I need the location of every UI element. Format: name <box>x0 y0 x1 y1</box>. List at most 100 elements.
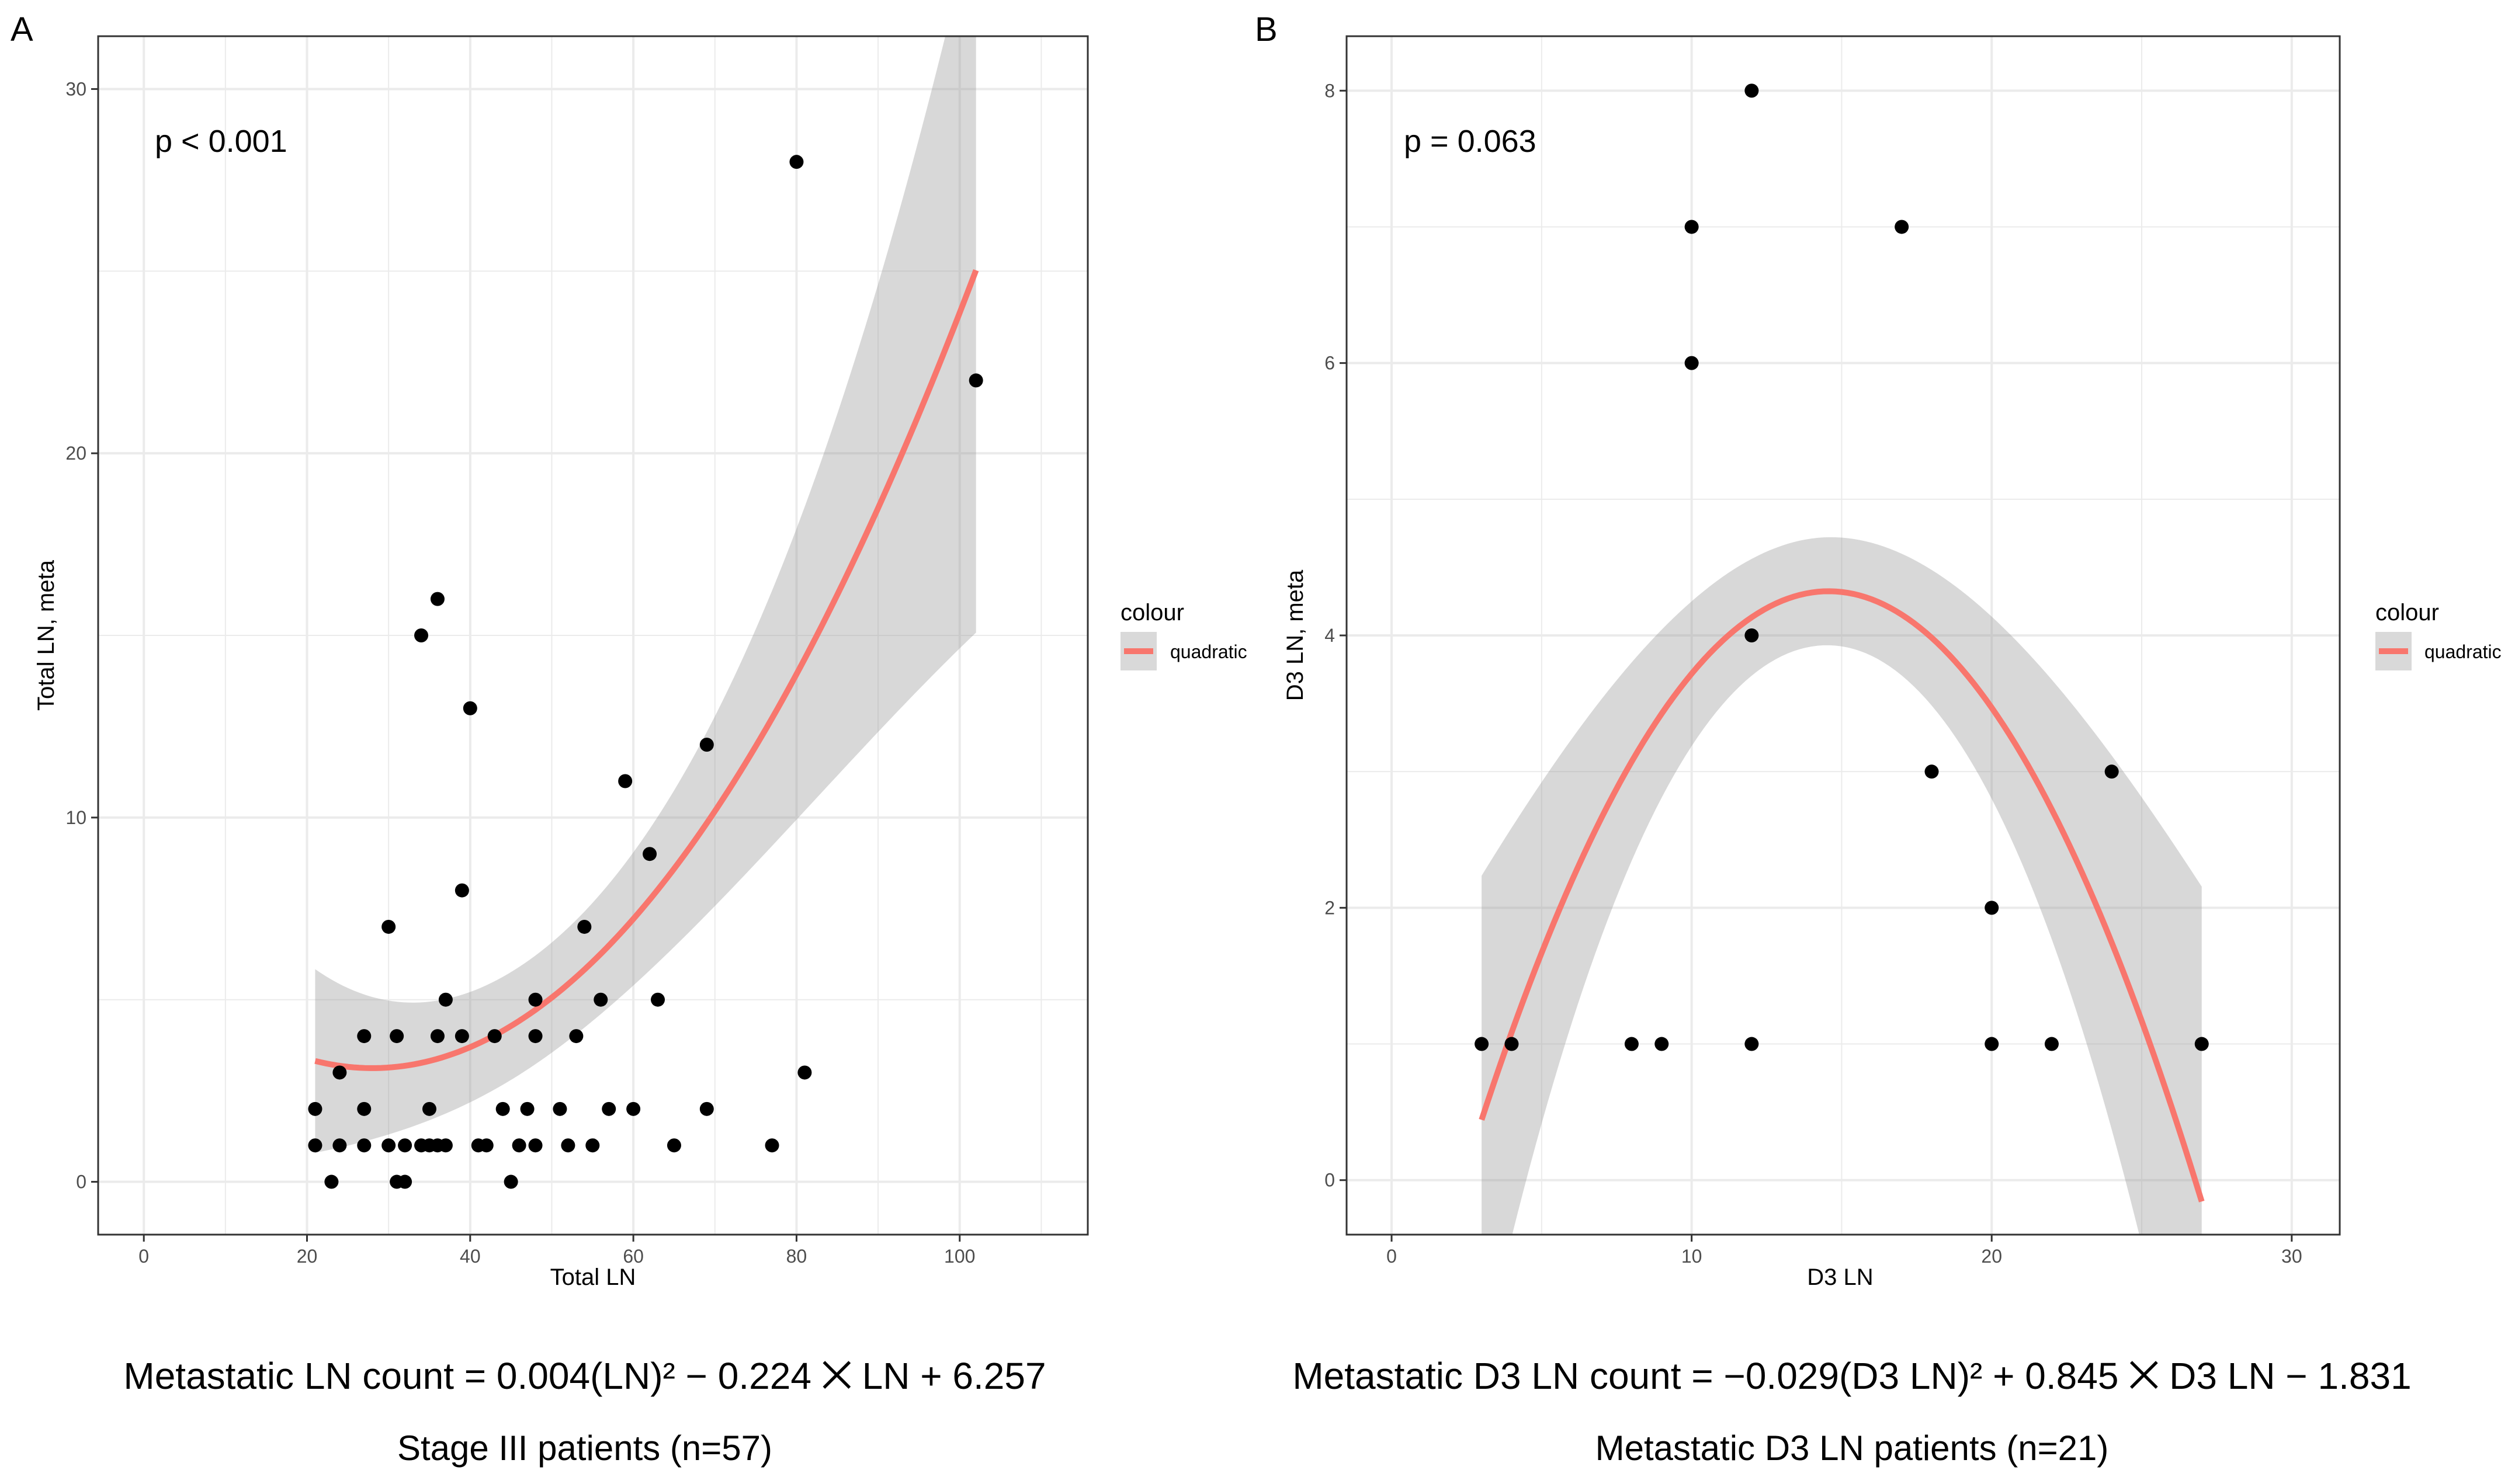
panel-a-data-point <box>308 1138 322 1153</box>
panel-a-data-point <box>414 628 429 642</box>
panel-b-data-point <box>1504 1037 1519 1051</box>
panel-a-legend-label: quadratic <box>1170 641 1247 662</box>
panel-a-gridlines <box>98 36 1088 1235</box>
panel-b-equation: Metastatic D3 LN count = −0.029(D3 LN)² … <box>1292 1355 2411 1397</box>
panel-a-data-point <box>357 1029 372 1044</box>
panel-b-legend: colour quadratic <box>2375 600 2502 670</box>
panel-a-data-point <box>569 1029 584 1044</box>
panel-a-data-point <box>455 883 469 898</box>
panel-a-x-tick-label: 100 <box>944 1246 975 1267</box>
panel-a-confidence-band <box>315 36 976 1153</box>
panel-a-data-point <box>455 1029 469 1044</box>
panel-a-data-point <box>618 774 633 788</box>
panel-a-data-point <box>577 919 592 934</box>
panel-a-data-point <box>789 155 804 169</box>
panel-a-y-tick-label: 0 <box>76 1172 86 1193</box>
panel-a-y-tick-label: 10 <box>65 807 86 828</box>
panel-a-data-point <box>357 1138 372 1153</box>
panel-a-data-point <box>626 1101 641 1116</box>
panel-b-x-tick-label: 0 <box>1386 1246 1397 1267</box>
panel-a-data-point <box>699 738 714 752</box>
panel-a-x-tick-label: 80 <box>786 1246 807 1267</box>
panel-b-data-point <box>1924 764 1939 779</box>
panel-a-x-axis-title: Total LN <box>550 1264 636 1290</box>
panel-a-legend: colour quadratic <box>1121 600 1247 670</box>
panel-a-x-tick-label: 40 <box>460 1246 481 1267</box>
panel-a-data-point <box>512 1138 526 1153</box>
panel-a-band-layer <box>315 36 976 1153</box>
panel-b-legend-title: colour <box>2375 600 2439 625</box>
panel-b-fit-layer <box>1479 588 2205 1203</box>
panel-a-ticks: 0 20 40 60 80 100 0 10 20 30 <box>65 78 975 1267</box>
panel-b-data-point <box>1744 1037 1759 1051</box>
panel-b-fit-line <box>1479 588 2205 1203</box>
panel-b-p-value: p = 0.063 <box>1404 124 1536 159</box>
panel-b-x-tick-label: 30 <box>2281 1246 2302 1267</box>
panel-b-x-tick-label: 20 <box>1981 1246 2002 1267</box>
panel-b-data-point <box>2194 1037 2209 1051</box>
panel-a-data-point <box>463 701 477 715</box>
panel-a-x-tick-label: 0 <box>138 1246 149 1267</box>
panel-a-y-tick-label: 20 <box>65 443 86 464</box>
panel-a-data-point <box>504 1174 518 1189</box>
panel-b-data-point <box>1684 220 1699 234</box>
panel-a-legend-title: colour <box>1121 600 1184 625</box>
panel-a-data-point <box>594 992 608 1007</box>
panel-a-data-point <box>765 1138 779 1153</box>
panel-b-ticks: 0 10 20 30 0 2 4 6 8 <box>1324 80 2302 1267</box>
panel-b-y-tick-label: 6 <box>1324 353 1335 374</box>
panel-a-data-point <box>602 1101 616 1116</box>
panel-a-data-point <box>357 1101 372 1116</box>
panel-b-y-axis-title: D3 LN, meta <box>1282 569 1308 701</box>
panel-b-y-tick-label: 0 <box>1324 1170 1335 1191</box>
panel-a-y-tick-label: 30 <box>65 78 86 99</box>
panel-a-p-value: p < 0.001 <box>155 124 287 159</box>
panel-b: B 0 10 20 30 0 2 4 6 8 p = 0.063 D3 LN D3 LN, me… <box>1255 11 2502 1468</box>
panel-a-data-point <box>520 1101 535 1116</box>
panel-a-border <box>97 35 1089 1236</box>
panel-a-data-point <box>438 992 453 1007</box>
panel-b-data-point <box>1624 1037 1639 1051</box>
panel-a-data-point <box>398 1138 412 1153</box>
panel-a-data-point <box>528 992 543 1007</box>
panel-a-equation: Metastatic LN count = 0.004(LN)² − 0.224… <box>123 1355 1046 1397</box>
panel-a-points <box>308 155 983 1189</box>
panel-a-y-axis-title: Total LN, meta <box>33 559 59 711</box>
panel-a-data-point <box>495 1101 510 1116</box>
panel-a-data-point <box>324 1174 339 1189</box>
panel-b-y-tick-label: 8 <box>1324 80 1335 101</box>
panel-a-data-point <box>797 1065 812 1080</box>
panel-a-data-point <box>332 1065 347 1080</box>
panel-a-data-point <box>438 1138 453 1153</box>
panel-a-data-point <box>651 992 665 1007</box>
panel-a-data-point <box>398 1174 412 1189</box>
panel-a-data-point <box>422 1101 436 1116</box>
panel-a-data-point <box>667 1138 681 1153</box>
panel-b-gridlines <box>1347 36 2340 1235</box>
panel-a-data-point <box>528 1029 543 1044</box>
panel-a-subtitle: Stage III patients (n=57) <box>397 1429 772 1468</box>
panel-b-data-point <box>1895 220 1909 234</box>
panel-b-points <box>1475 84 2209 1051</box>
panel-b-data-point <box>1744 628 1759 642</box>
panel-a-data-point <box>430 592 445 606</box>
panel-b-data-point <box>1654 1037 1669 1051</box>
panel-a-data-point <box>479 1138 494 1153</box>
panel-b-legend-label: quadratic <box>2424 641 2502 662</box>
panel-b-y-tick-label: 2 <box>1324 897 1335 918</box>
panel-a-data-point <box>332 1138 347 1153</box>
panel-b-x-axis-title: D3 LN <box>1807 1264 1873 1290</box>
panel-b-letter: B <box>1255 11 1278 48</box>
panel-b-subtitle: Metastatic D3 LN patients (n=21) <box>1595 1429 2109 1468</box>
panel-b-data-point <box>2044 1037 2059 1051</box>
panel-a-data-point <box>699 1101 714 1116</box>
panel-a-data-point <box>969 373 983 388</box>
panel-a-data-point <box>308 1101 322 1116</box>
panel-a-x-tick-label: 60 <box>623 1246 644 1267</box>
panel-b-data-point <box>1475 1037 1489 1051</box>
panel-a-data-point <box>390 1029 404 1044</box>
panel-a-data-point <box>381 919 396 934</box>
panel-b-x-tick-label: 10 <box>1681 1246 1702 1267</box>
panel-b-data-point <box>1985 1037 1999 1051</box>
